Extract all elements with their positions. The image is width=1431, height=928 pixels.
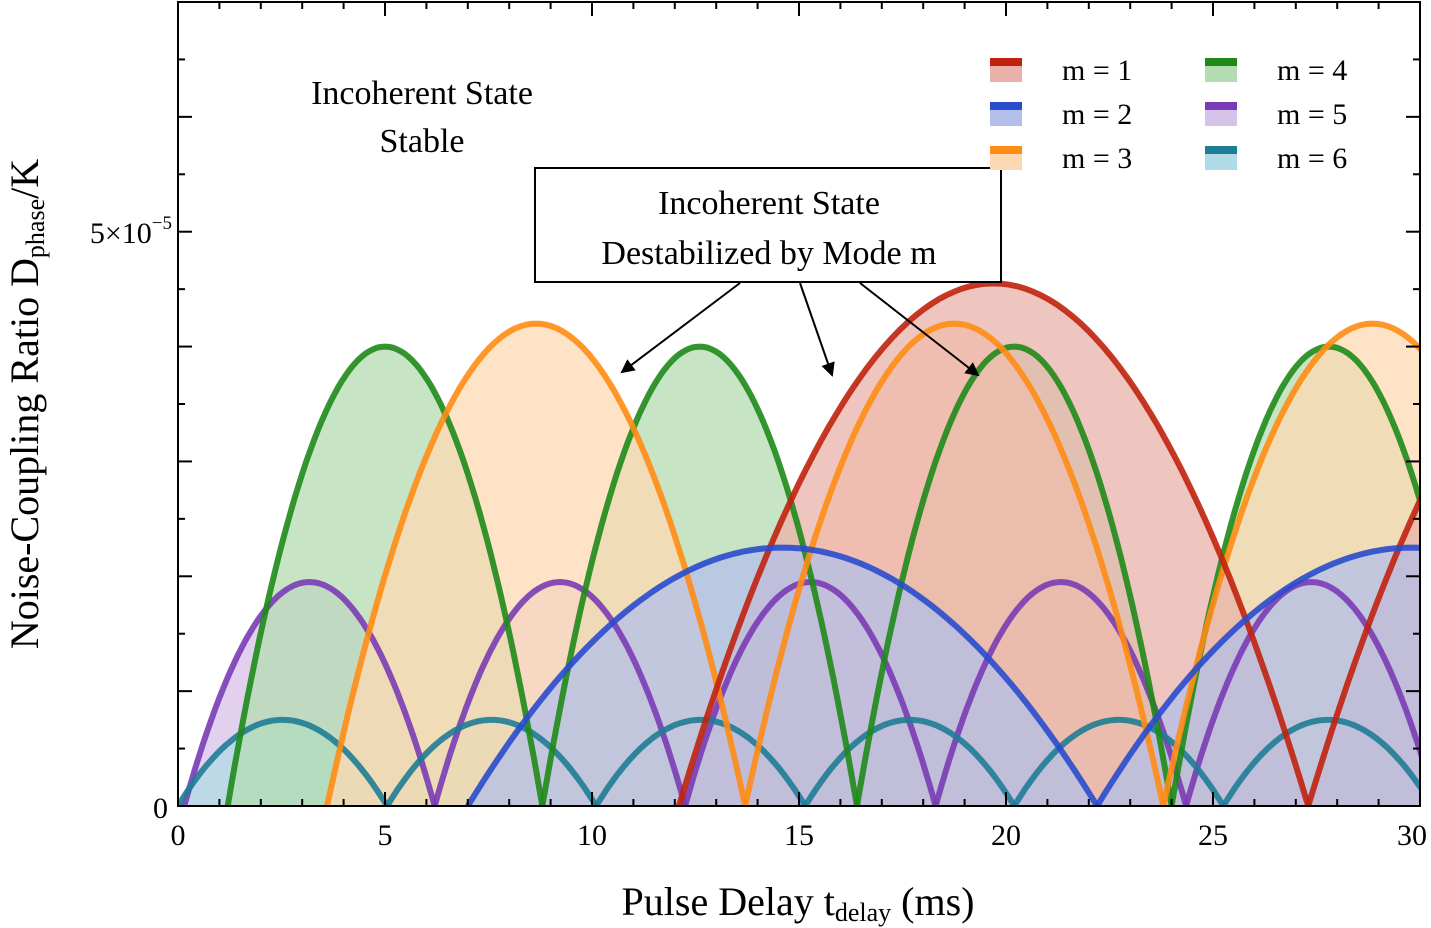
- legend-swatch-fill-1: [990, 66, 1022, 82]
- series-6-lobe-line-2: [593, 716, 808, 806]
- series-1-lobe-line-0: [676, 280, 1312, 806]
- legend-label-4: m = 4: [1277, 54, 1347, 87]
- series-5-lobe-line-4: [1183, 578, 1420, 806]
- destabilized-annotation-line1: Incoherent State: [658, 185, 880, 222]
- x-tick-10: 10: [577, 819, 607, 852]
- annotation-arrow-m4: [620, 282, 741, 374]
- annotation-arrow-m1: [859, 282, 980, 377]
- legend-label-5: m = 5: [1277, 98, 1347, 131]
- series-6-lobe-line-0: [178, 716, 390, 806]
- destabilized-annotation-line2: Destabilized by Mode m: [601, 235, 936, 272]
- legend-label-1: m = 1: [1062, 54, 1132, 87]
- legend-swatch-fill-2: [990, 110, 1022, 126]
- series-5-lobe-line-0: [181, 578, 438, 806]
- x-tick-0: 0: [171, 819, 186, 852]
- x-tick-30: 30: [1397, 819, 1427, 852]
- axis-ticks: [177, 0, 1421, 807]
- destabilized-annotation-box: [534, 167, 1002, 283]
- stable-annotation-line2: Stable: [380, 123, 465, 160]
- legend-swatch-line-6: [1205, 146, 1237, 154]
- x-tick-25: 25: [1198, 819, 1228, 852]
- x-tick-labels: 0 5 10 15 20 25 30: [171, 819, 1428, 852]
- series-lines: [178, 280, 1420, 806]
- series-6-lobe-line-3: [802, 716, 1017, 806]
- series-3-lobe-line-1: [742, 320, 1167, 806]
- stable-annotation-line1: Incoherent State: [311, 75, 533, 112]
- legend: m = 1 m = 2 m = 3 m = 4 m = 5 m = 6: [990, 54, 1347, 175]
- legend-swatch-fill-4: [1205, 66, 1237, 82]
- series-2-lobe-line-0: [465, 544, 1100, 806]
- x-tick-20: 20: [991, 819, 1021, 852]
- legend-swatch-fill-6: [1205, 154, 1237, 170]
- legend-label-2: m = 2: [1062, 98, 1132, 131]
- series-5-lobe-line-1: [431, 578, 688, 806]
- series-4-lobe-line-2: [854, 343, 1175, 806]
- legend-swatch-line-5: [1205, 102, 1237, 110]
- series-6-lobe-line-5: [1220, 716, 1420, 806]
- x-tick-15: 15: [784, 819, 814, 852]
- legend-swatch-line-3: [990, 146, 1022, 154]
- series-2-lobe-line-1: [1094, 544, 1420, 806]
- series-3-lobe-line-2: [1160, 320, 1420, 806]
- series-6-lobe-line-4: [1011, 716, 1226, 806]
- legend-swatch-line-1: [990, 58, 1022, 66]
- legend-swatch-fill-5: [1205, 110, 1237, 126]
- y-tick-5e-5: 5×10−5: [90, 213, 172, 250]
- legend-swatch-line-4: [1205, 58, 1237, 66]
- legend-label-6: m = 6: [1277, 142, 1347, 175]
- legend-label-3: m = 3: [1062, 142, 1132, 175]
- series-6-lobe-line-1: [384, 716, 599, 806]
- series-4-lobe-line-0: [224, 343, 546, 806]
- y-tick-0: 0: [153, 792, 168, 825]
- y-axis-label: Noise-Coupling Ratio Dphase/K: [2, 159, 50, 649]
- x-tick-5: 5: [378, 819, 393, 852]
- series-5-lobe-line-3: [932, 578, 1189, 806]
- x-axis-label: Pulse Delay tdelay (ms): [622, 879, 975, 927]
- annotation-arrow-m3: [799, 282, 835, 377]
- legend-swatch-line-2: [990, 102, 1022, 110]
- legend-swatch-fill-3: [990, 154, 1022, 170]
- series-1-lobe-line-1: [1305, 493, 1420, 806]
- series-3-lobe-line-0: [324, 320, 749, 806]
